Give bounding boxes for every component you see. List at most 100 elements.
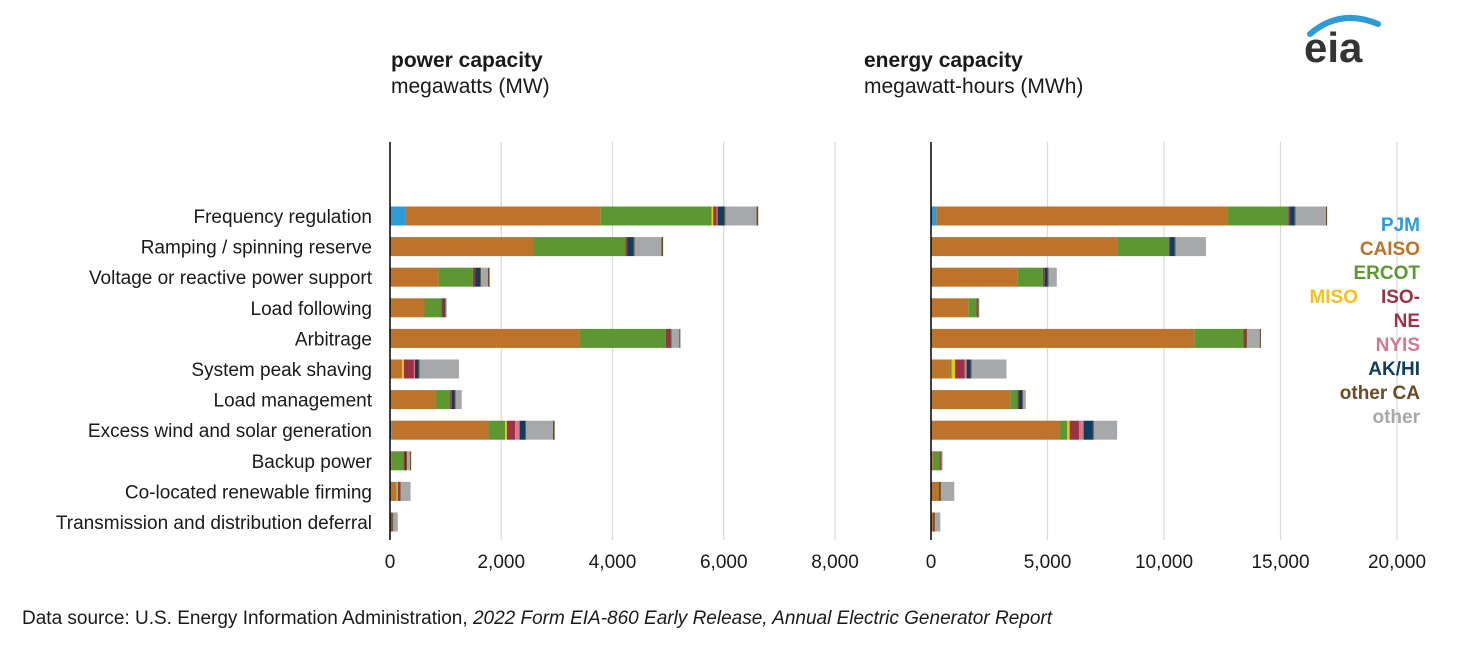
power-bar-nyis: [515, 420, 520, 440]
energy-bar-caiso: [936, 206, 1228, 226]
energy-bar-iso-ne: [976, 298, 978, 318]
energy-bar-other-ca: [1246, 328, 1247, 348]
power-bar-other: [445, 298, 447, 318]
energy-bar-iso-ne: [1017, 390, 1019, 410]
power-bar-ak-hi: [717, 206, 725, 226]
power-bar-other-ca: [525, 420, 527, 440]
energy-tick-label: 15,000: [1251, 552, 1309, 573]
energy-bar-iso-ne: [939, 451, 941, 471]
power-bar-other: [481, 267, 488, 287]
energy-bar-ercot: [932, 451, 940, 471]
energy-bar-iso-ne: [1168, 237, 1171, 257]
power-tick-label: 8,000: [811, 552, 859, 573]
power-bar-end: [487, 267, 490, 287]
energy-bar-ercot: [1010, 390, 1018, 410]
power-bar-caiso: [390, 267, 439, 287]
power-bar-other: [671, 328, 680, 348]
legend-ercot: ERCOT: [1353, 263, 1421, 284]
power-bar-ak-hi: [443, 298, 445, 318]
energy-subtitle: megawatt-hours (MWh): [864, 75, 1084, 98]
energy-tick-label: 20,000: [1368, 552, 1426, 573]
power-bar-caiso: [390, 237, 534, 257]
energy-bar-ak-hi: [1083, 420, 1093, 440]
energy-bar-iso-ne: [1069, 420, 1079, 440]
power-bar-caiso: [405, 206, 601, 226]
energy-bar-other-ca: [1294, 206, 1296, 226]
energy-title: energy capacity: [864, 49, 1023, 72]
legend-other-ca: other CA: [1339, 383, 1420, 404]
energy-tick-label: 5,000: [1024, 552, 1072, 573]
power-bar-other-ca: [454, 390, 456, 410]
energy-bar-end: [1325, 206, 1328, 226]
power-bar-other-ca: [406, 451, 408, 471]
energy-bar-caiso: [931, 298, 969, 318]
power-bar-ercot: [424, 298, 442, 318]
power-panel-title: power capacity megawatts (MW): [391, 48, 550, 100]
energy-bar-ak-hi: [966, 359, 971, 379]
power-bar-caiso: [390, 298, 425, 318]
power-bar-other-ca: [392, 512, 394, 532]
power-bar-iso-ne: [403, 359, 414, 379]
category-label: Voltage or reactive power support: [89, 268, 373, 289]
energy-bar-caiso: [931, 390, 1011, 410]
power-bar-other: [419, 359, 459, 379]
legend-pjm: PJM: [1380, 215, 1420, 236]
power-bar-end: [410, 451, 412, 471]
power-bar-iso-ne: [665, 328, 670, 348]
power-tick-label: 4,000: [589, 552, 637, 573]
energy-bar-caiso: [931, 451, 933, 471]
legend-caiso: CAISO: [1359, 239, 1420, 260]
energy-bar-other: [971, 359, 1007, 379]
energy-bar-other-ca: [1174, 237, 1176, 257]
power-title: power capacity: [391, 49, 543, 72]
power-bar-ak-hi: [415, 359, 419, 379]
energy-bar-ak-hi: [1170, 237, 1175, 257]
power-bar-other-ca: [670, 328, 672, 348]
eia-logo: eia: [1300, 6, 1390, 71]
energy-bar-end: [1259, 328, 1261, 348]
energy-bar-ercot: [1227, 206, 1289, 226]
power-bar-ercot: [395, 481, 397, 501]
energy-bar-iso-ne: [1243, 328, 1247, 348]
power-bar-iso-ne: [713, 206, 717, 226]
legend-nyis: NYIS: [1375, 335, 1420, 356]
energy-bar-ak-hi: [1290, 206, 1295, 226]
energy-bar-caiso: [931, 359, 950, 379]
power-bar-caiso: [390, 359, 402, 379]
eia-logo-swoosh-icon: [1307, 15, 1381, 37]
energy-panel-title: energy capacity megawatt-hours (MWh): [864, 48, 1083, 100]
legend-isone: ISO-NE: [1380, 287, 1420, 332]
energy-tick-label: 0: [926, 552, 937, 573]
energy-tick-label: 10,000: [1135, 552, 1193, 573]
power-subtitle: megawatts (MW): [391, 75, 550, 98]
power-bar-other: [455, 390, 462, 410]
power-bar-ak-hi: [475, 267, 481, 287]
power-bar-ercot: [488, 420, 506, 440]
energy-bar-nyis: [964, 359, 967, 379]
legend-akhi: AK/HI: [1368, 359, 1420, 380]
energy-bar-other-ca: [1047, 267, 1049, 287]
power-bar-ak-hi: [405, 451, 407, 471]
energy-bar-other: [978, 298, 980, 318]
energy-bar-other-ca: [1022, 390, 1024, 410]
power-bar-caiso: [390, 390, 436, 410]
category-label: Load following: [251, 299, 372, 320]
power-bar-caiso: [391, 420, 489, 440]
power-bar-end: [756, 206, 759, 226]
category-label: Transmission and distribution deferral: [56, 513, 372, 534]
energy-bar-ercot: [1017, 267, 1043, 287]
power-bar-other: [634, 237, 662, 257]
power-bar-iso-ne: [397, 481, 400, 501]
energy-bar-caiso: [931, 267, 1018, 287]
legend-miso: MISO: [1309, 287, 1358, 308]
energy-bar-iso-ne: [938, 481, 941, 501]
power-bar-end: [552, 420, 555, 440]
category-label: Co-located renewable firming: [125, 482, 372, 503]
power-bar-end: [679, 328, 681, 348]
power-bar-ercot: [533, 237, 626, 257]
energy-bar-miso: [951, 359, 955, 379]
power-bar-end: [661, 237, 664, 257]
energy-bar-caiso: [931, 237, 1118, 257]
energy-bar-other: [941, 451, 943, 471]
